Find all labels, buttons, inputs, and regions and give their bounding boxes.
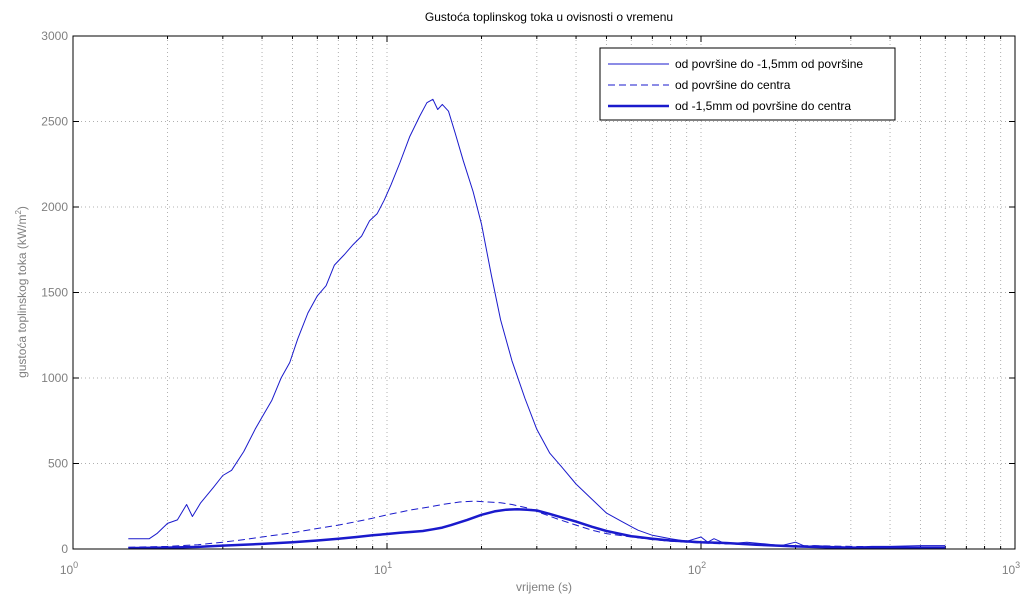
- x-tick-label-base: 10: [1002, 563, 1016, 577]
- legend-label-series-2: od površine do centra: [675, 78, 791, 92]
- grid-lines: [73, 36, 1015, 549]
- series-line-3: [128, 508, 946, 550]
- x-tick-label: 102: [688, 560, 706, 577]
- x-tick-label: 103: [1002, 560, 1020, 577]
- series-lines: [128, 98, 946, 550]
- x-tick-label-base: 10: [60, 563, 74, 577]
- y-tick-label: 2000: [41, 200, 68, 214]
- x-tick-label: 101: [374, 560, 392, 577]
- x-axis-label: vrijeme (s): [516, 580, 572, 594]
- legend-label-series-3: od -1,5mm od površine do centra: [675, 99, 851, 113]
- legend-label-series-1: od površine do -1,5mm od površine: [675, 57, 863, 71]
- y-axis-label-sup: 2: [14, 210, 23, 215]
- y-tick-label: 500: [48, 457, 68, 471]
- x-tick-label-exponent: 1: [387, 560, 392, 570]
- y-tick-label: 1000: [41, 371, 68, 385]
- plot-frame: [72, 35, 1016, 550]
- x-tick-label-base: 10: [374, 563, 388, 577]
- y-tick-label: 2500: [41, 115, 68, 129]
- y-axis-label-close: ): [15, 206, 29, 210]
- chart-title: Gustoća toplinskog toka u ovisnosti o vr…: [425, 10, 673, 24]
- x-tick-label-exponent: 3: [1015, 560, 1020, 570]
- x-tick-label-base: 10: [688, 563, 702, 577]
- y-tick-label: 0: [61, 542, 68, 556]
- y-axis-label-main: gustoća toplinskog toka (kW/m: [15, 215, 29, 378]
- legend: od površine do -1,5mm od površine od pov…: [599, 47, 896, 121]
- x-tick-label-exponent: 0: [73, 560, 78, 570]
- x-tick-labels: 100 101 102 103: [60, 560, 1020, 577]
- y-tick-label: 3000: [41, 29, 68, 43]
- y-tick-labels: 0 500 1000 1500 2000 2500 3000: [41, 29, 68, 556]
- x-tick-label-exponent: 2: [701, 560, 706, 570]
- y-tick-label: 1500: [41, 286, 68, 300]
- y-axis-label: gustoća toplinskog toka (kW/m2): [14, 206, 29, 378]
- legend-box: [599, 47, 896, 121]
- x-tick-label: 100: [60, 560, 78, 577]
